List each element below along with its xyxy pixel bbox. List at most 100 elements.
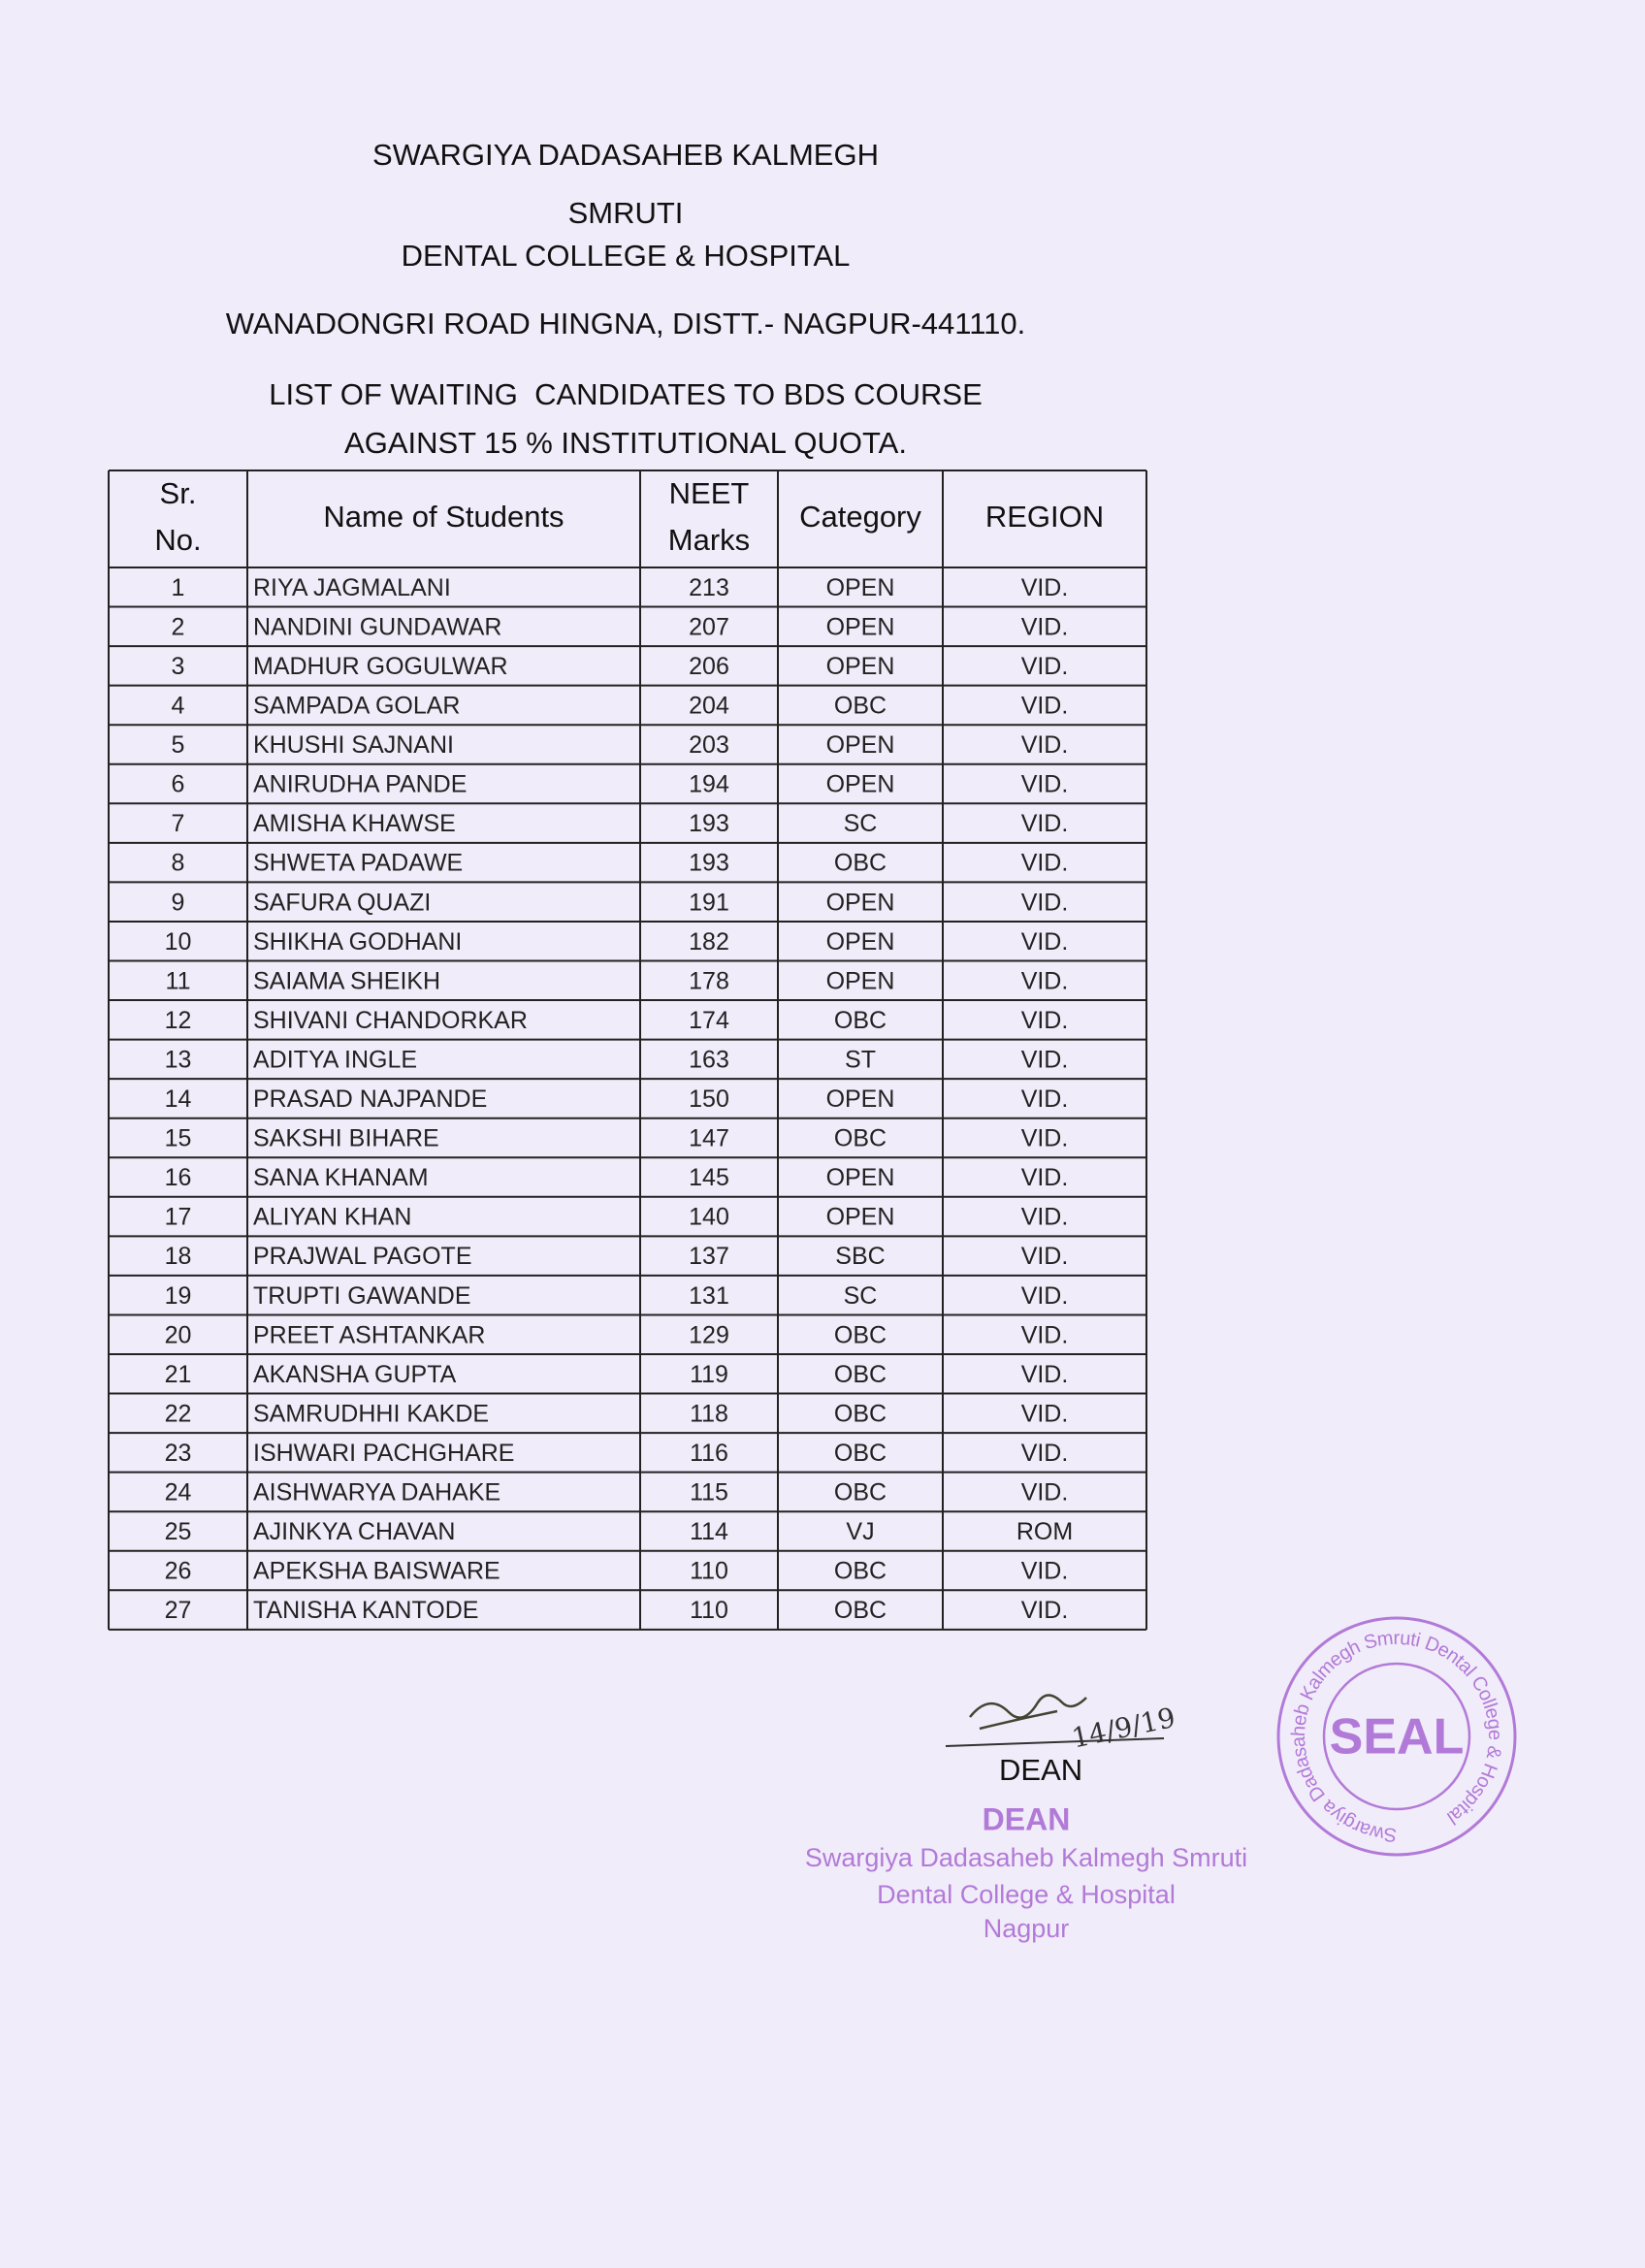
- table-cell: OPEN: [826, 1164, 895, 1191]
- table-cell: 5: [172, 731, 185, 759]
- table-cell: OPEN: [826, 1204, 895, 1231]
- table-cell: 174: [689, 1007, 729, 1034]
- table-cell: 18: [165, 1243, 192, 1270]
- table-cell: TRUPTI GAWANDE: [253, 1282, 471, 1310]
- table-cell: PREET ASHTANKAR: [253, 1321, 485, 1348]
- signature-title: DEAN: [999, 1753, 1082, 1787]
- table-cell: SBC: [835, 1243, 885, 1270]
- table-cell: OPEN: [826, 928, 895, 956]
- table-cell: SC: [844, 1282, 878, 1310]
- table-cell: VID.: [1021, 889, 1069, 916]
- table-cell: OBC: [834, 1558, 887, 1585]
- table-cell: 12: [165, 1007, 192, 1034]
- table-cell: 182: [689, 928, 729, 956]
- table-cell: 131: [689, 1282, 729, 1310]
- table-cell: 147: [689, 1125, 729, 1152]
- table-cell: 203: [689, 731, 729, 759]
- table-cell: 6: [172, 771, 185, 798]
- table-cell: VID.: [1021, 1440, 1069, 1467]
- table-cell: SHIVANI CHANDORKAR: [253, 1007, 528, 1034]
- list-title: AGAINST 15 % INSTITUTIONAL QUOTA.: [344, 426, 907, 460]
- column-header: Sr.: [160, 476, 197, 510]
- table-cell: OBC: [834, 1007, 887, 1034]
- table-cell: 7: [172, 810, 185, 837]
- table-cell: VID.: [1021, 731, 1069, 759]
- table-cell: OBC: [834, 1479, 887, 1507]
- table-cell: SAIAMA SHEIKH: [253, 967, 440, 994]
- table-cell: 140: [689, 1204, 729, 1231]
- stamp-line: Swargiya Dadasaheb Kalmegh Smruti: [805, 1843, 1247, 1872]
- table-cell: 3: [172, 653, 185, 680]
- table-cell: 145: [689, 1164, 729, 1191]
- table-cell: ST: [845, 1046, 876, 1073]
- table-cell: 116: [690, 1440, 728, 1467]
- table-cell: 110: [690, 1558, 728, 1585]
- table-cell: SAKSHI BIHARE: [253, 1125, 439, 1152]
- table-cell: 207: [689, 613, 729, 640]
- table-cell: SAFURA QUAZI: [253, 889, 431, 916]
- table-cell: 8: [172, 850, 185, 877]
- table-cell: 10: [165, 928, 192, 956]
- table-cell: VID.: [1021, 928, 1069, 956]
- table-cell: VID.: [1021, 1321, 1069, 1348]
- table-cell: VID.: [1021, 1164, 1069, 1191]
- table-cell: VID.: [1021, 1361, 1069, 1388]
- table-cell: AMISHA KHAWSE: [253, 810, 456, 837]
- table-cell: VID.: [1021, 1085, 1069, 1113]
- table-cell: 204: [689, 693, 729, 720]
- column-header: NEET: [669, 476, 750, 510]
- table-cell: SHIKHA GODHANI: [253, 928, 462, 956]
- table-cell: ALIYAN KHAN: [253, 1204, 411, 1231]
- column-header: No.: [154, 523, 201, 557]
- table-cell: 206: [689, 653, 729, 680]
- table-cell: 129: [689, 1321, 729, 1348]
- table-cell: APEKSHA BAISWARE: [253, 1558, 500, 1585]
- table-cell: OBC: [834, 1400, 887, 1427]
- table-cell: RIYA JAGMALANI: [253, 574, 451, 601]
- college-name: DENTAL COLLEGE & HOSPITAL: [402, 239, 851, 273]
- table-cell: SAMRUDHHI KAKDE: [253, 1400, 489, 1427]
- table-cell: 137: [689, 1243, 729, 1270]
- column-header: Category: [799, 500, 921, 534]
- table-cell: 22: [165, 1400, 192, 1427]
- seal-outer: [1276, 1616, 1517, 1857]
- table-cell: OBC: [834, 1597, 887, 1624]
- table-cell: SHWETA PADAWE: [253, 850, 463, 877]
- table-cell: VID.: [1021, 1046, 1069, 1073]
- table-cell: 2: [172, 613, 185, 640]
- table-cell: KHUSHI SAJNANI: [253, 731, 454, 759]
- table-cell: 9: [172, 889, 185, 916]
- table-cell: 26: [165, 1558, 192, 1585]
- table-cell: 19: [165, 1282, 192, 1310]
- college-name: SMRUTI: [568, 196, 684, 230]
- table-cell: 16: [165, 1164, 192, 1191]
- table-cell: PRAJWAL PAGOTE: [253, 1243, 472, 1270]
- table-cell: 114: [690, 1518, 728, 1545]
- table-cell: VID.: [1021, 574, 1069, 601]
- table-cell: VID.: [1021, 1282, 1069, 1310]
- table-cell: VID.: [1021, 850, 1069, 877]
- table-cell: 24: [165, 1479, 192, 1507]
- table-cell: 15: [165, 1125, 192, 1152]
- table-cell: SANA KHANAM: [253, 1164, 429, 1191]
- address: WANADONGRI ROAD HINGNA, DISTT.- NAGPUR-4…: [226, 307, 1026, 340]
- seal-inner: [1322, 1662, 1471, 1811]
- seal-center: SEAL: [1330, 1709, 1465, 1766]
- table-cell: OPEN: [826, 967, 895, 994]
- table-cell: OPEN: [826, 574, 895, 601]
- table-cell: 115: [690, 1479, 728, 1507]
- column-header: Name of Students: [323, 500, 564, 534]
- column-header: REGION: [985, 500, 1104, 534]
- table-cell: SAMPADA GOLAR: [253, 693, 461, 720]
- table-cell: 17: [165, 1204, 192, 1231]
- table-cell: 27: [165, 1597, 192, 1624]
- college-name: SWARGIYA DADASAHEB KALMEGH: [372, 138, 879, 172]
- table-cell: MADHUR GOGULWAR: [253, 653, 508, 680]
- table-cell: 11: [166, 967, 191, 994]
- table-cell: 193: [689, 850, 729, 877]
- table-cell: OPEN: [826, 889, 895, 916]
- stamp-line: Dental College & Hospital: [877, 1880, 1176, 1909]
- table-cell: VID.: [1021, 653, 1069, 680]
- table-cell: OBC: [834, 850, 887, 877]
